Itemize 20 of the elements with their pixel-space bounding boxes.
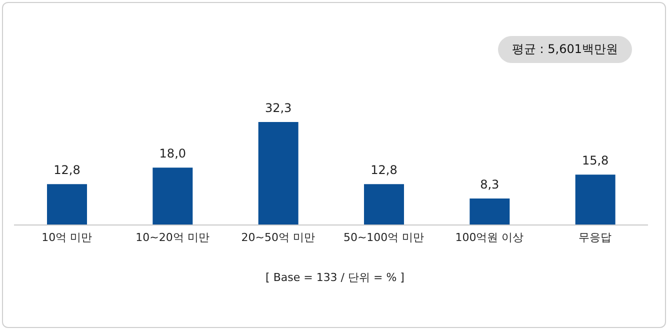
bar [152,168,193,225]
data-label: 15,8 [582,154,609,168]
bar [575,174,616,225]
x-tick-label: 무응답 [578,230,612,244]
text: [ Base = 133 / 단위 = % ] [264,270,406,285]
data-label: 12,8 [54,163,80,178]
bar [364,184,404,225]
x-tick-label: 10억 미만 [42,230,92,244]
data-label: 18,0 [159,146,186,161]
bar [470,198,510,225]
x-tick-label: 100억원 이상 [455,230,524,244]
bar [258,122,298,225]
x-tick-label: 10~20억 미만 [136,230,210,244]
data-label: 32,3 [264,101,292,115]
data-label: 12,8 [370,163,398,178]
x-tick-label: 50~100억 미만 [343,230,424,244]
data-label: 8,3 [480,178,500,192]
bar [47,184,87,225]
x-tick-label: 20~50억 미만 [241,230,316,244]
text: 평균 : 5,601백만원 [498,36,632,63]
